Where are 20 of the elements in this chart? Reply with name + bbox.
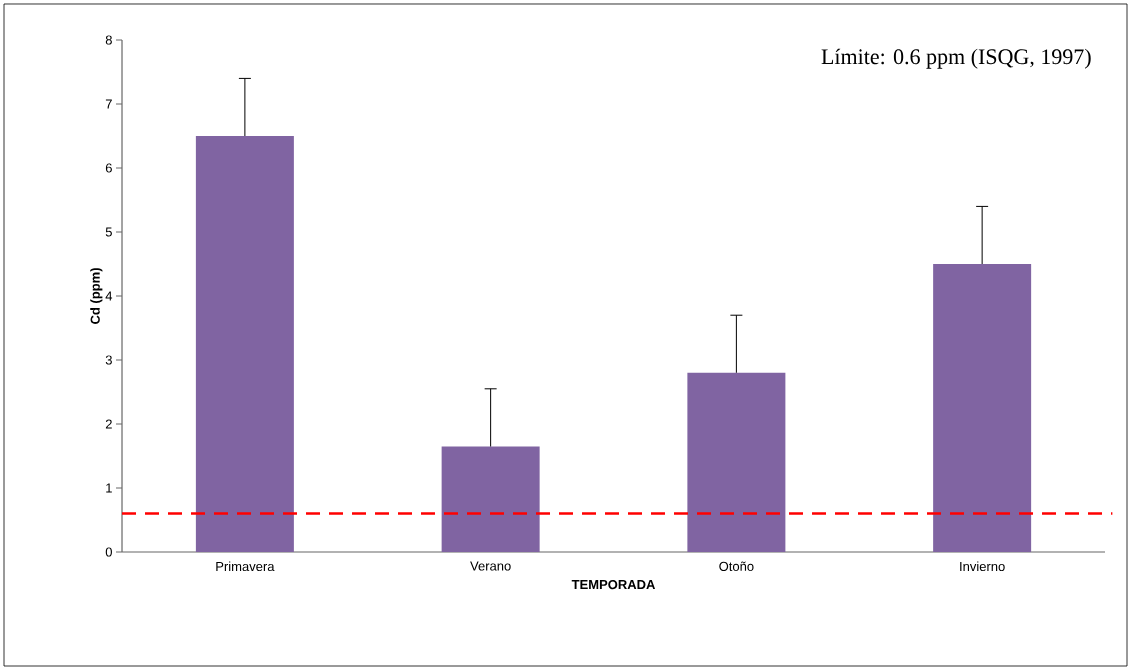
x-tick-label: Invierno [960,561,1005,572]
bar [687,372,786,552]
x-tick-label: Verano [470,561,511,571]
y-tick-label: 6 [105,163,112,173]
y-tick-label: 4 [105,291,113,301]
bar [195,136,294,552]
y-tick-label: 2 [105,419,112,429]
y-tick-label: 1 [106,483,112,493]
x-axis-title: TEMPORADA [571,579,656,590]
y-axis-title: Cd (ppm) [90,268,103,324]
y-tick-label: 0 [105,547,112,557]
y-tick-label: 3 [105,355,112,365]
x-tick-label: Otoño [719,561,754,571]
bar [933,264,1032,552]
x-tick-label: Primavera [216,561,275,572]
y-tick-label: 7 [105,99,112,109]
bar [441,446,540,552]
y-tick-label: 8 [105,35,112,45]
annotation: Límite: 0.6 ppm (ISQG, 1997) [821,48,1091,69]
y-tick-label: 5 [105,227,112,237]
